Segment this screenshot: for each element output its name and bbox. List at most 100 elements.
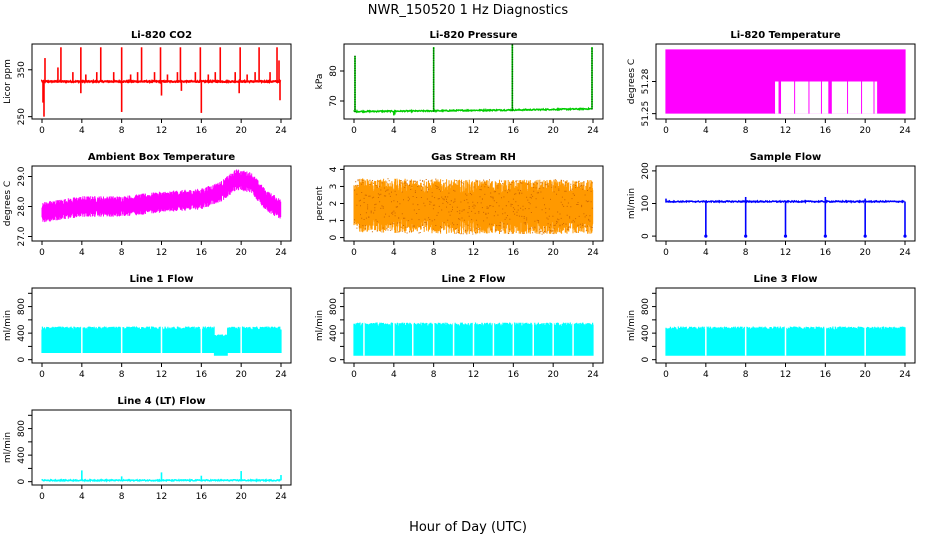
- spike-dot: [354, 72, 356, 74]
- y-axis-label: degrees C: [627, 59, 637, 104]
- x-tick-label: 8: [119, 370, 125, 380]
- x-tick-label: 16: [820, 248, 832, 258]
- x-tick-label: 12: [468, 370, 479, 380]
- y-tick-label: 0: [17, 479, 27, 485]
- x-tick-label: 16: [196, 126, 208, 136]
- x-tick-label: 0: [663, 126, 669, 136]
- y-tick-label: 27.0: [17, 226, 27, 246]
- series-line-4-lt-flow: [41, 470, 282, 483]
- spike-dot: [591, 91, 593, 93]
- panel-8: Line 3 Flow ml/min 0 4 8 12 16 20 24 0 400 800: [627, 274, 916, 380]
- y-tick-label: 800: [641, 298, 651, 315]
- spike-dot: [511, 51, 514, 54]
- y-tick-label: 400: [641, 324, 651, 341]
- spike-dot: [591, 100, 593, 103]
- x-tick-label: 24: [899, 248, 911, 258]
- x-tick-label: 0: [351, 248, 357, 258]
- x-tick-label: 4: [703, 248, 709, 258]
- spike-dot: [432, 110, 435, 112]
- spike-dot: [511, 94, 514, 97]
- x-tick-label: 12: [780, 370, 791, 380]
- series-sample-flow: [665, 196, 907, 238]
- y-tick-label: 0: [17, 357, 27, 363]
- panel-title: Line 4 (LT) Flow: [117, 396, 205, 407]
- spike-marker: [704, 234, 708, 238]
- spike-dot: [591, 103, 593, 105]
- panel-title: Ambient Box Temperature: [88, 152, 235, 163]
- y-axis-label: ml/min: [627, 188, 637, 219]
- x-tick-label: 4: [79, 370, 85, 380]
- spike-dot: [432, 62, 435, 64]
- spike-marker: [863, 234, 867, 238]
- spike-dot: [432, 90, 435, 93]
- spike-dot: [511, 92, 514, 95]
- spike-dot: [591, 52, 593, 55]
- spike-dot: [354, 62, 356, 65]
- spike-dot: [432, 64, 435, 67]
- x-tick-label: 16: [508, 248, 520, 258]
- spike-dot: [354, 91, 356, 94]
- spike-dot: [591, 48, 593, 50]
- spike-dot: [591, 57, 593, 60]
- x-tick-label: 0: [39, 492, 45, 502]
- x-tick-label: 12: [156, 492, 167, 502]
- spike-dot: [511, 97, 514, 99]
- y-tick-label: 800: [329, 298, 339, 315]
- x-tick-label: 16: [508, 126, 520, 136]
- x-tick-label: 8: [119, 248, 125, 258]
- x-tick-label: 4: [703, 370, 709, 380]
- spike-dot: [432, 88, 435, 91]
- panel-1: Li-820 Pressure kPa 0 4 8 12 16 20 24 70 80: [315, 30, 604, 136]
- panel-5: Sample Flow ml/min 0 4 8 12 16 20 24 0 100 200: [627, 152, 916, 258]
- y-axis-label: kPa: [315, 74, 325, 90]
- x-tick-label: 8: [431, 370, 437, 380]
- y-tick-label: 28.0: [17, 196, 27, 216]
- x-tick-label: 4: [79, 492, 85, 502]
- spike-marker: [903, 234, 907, 238]
- x-tick-label: 12: [468, 126, 479, 136]
- spike-dot: [591, 81, 593, 84]
- spike-dot: [591, 96, 593, 98]
- spike-dot: [511, 70, 514, 73]
- x-tick-label: 0: [663, 248, 669, 258]
- panel-title: Li-820 CO2: [131, 30, 192, 41]
- spike-dot: [591, 69, 593, 72]
- spike-dot: [511, 104, 514, 107]
- panel-3: Ambient Box Temperature degrees C 0 4 8 12 16 2…: [3, 152, 292, 258]
- y-axis-label: percent: [315, 186, 325, 221]
- band-gap: [831, 81, 878, 114]
- spike-dot: [591, 76, 593, 79]
- spike-marker: [783, 234, 788, 238]
- spike-dot: [591, 108, 593, 110]
- series-line-1-flow: [41, 326, 282, 356]
- x-tick-label: 8: [119, 492, 125, 502]
- spike-dot: [511, 66, 514, 68]
- spike-dot: [591, 79, 593, 81]
- spike-dot: [591, 60, 593, 62]
- x-tick-label: 24: [275, 248, 287, 258]
- spike-dot: [511, 73, 514, 75]
- spike-dot: [354, 67, 356, 70]
- spike-dot: [432, 93, 435, 95]
- x-tick-label: 16: [196, 492, 208, 502]
- x-tick-label: 16: [820, 126, 832, 136]
- panel-title: Line 3 Flow: [754, 274, 818, 285]
- y-tick-label: 1: [329, 218, 339, 224]
- y-tick-label: 2: [329, 201, 339, 207]
- spike-dot: [591, 93, 593, 96]
- panel-title: Li-820 Temperature: [730, 30, 840, 41]
- spike-dot: [511, 82, 514, 85]
- panel-title: Line 1 Flow: [130, 274, 194, 285]
- series-li-820-pressure: [353, 44, 593, 116]
- spike-dot: [511, 44, 514, 47]
- spike-dot: [591, 64, 593, 67]
- spike-dot: [354, 84, 356, 86]
- spike-dot: [511, 54, 514, 56]
- y-axis-label: ml/min: [3, 310, 13, 341]
- noisy-series: [41, 169, 282, 223]
- spike-dot: [354, 105, 356, 108]
- panel-title: Sample Flow: [750, 152, 822, 163]
- panel-title: Li-820 Pressure: [429, 30, 517, 41]
- spike-dot: [354, 81, 356, 84]
